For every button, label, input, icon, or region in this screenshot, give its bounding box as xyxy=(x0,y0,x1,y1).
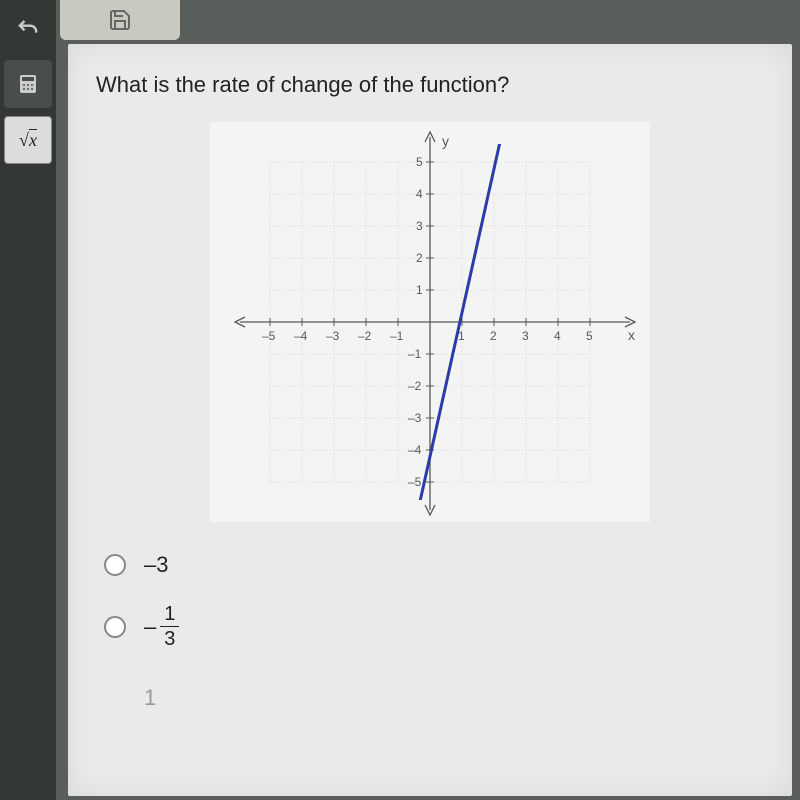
save-icon xyxy=(108,8,132,32)
svg-text:2: 2 xyxy=(490,329,497,343)
svg-text:2: 2 xyxy=(416,251,423,265)
svg-text:4: 4 xyxy=(416,187,423,201)
question-text: What is the rate of change of the functi… xyxy=(96,72,764,98)
radio-icon[interactable] xyxy=(104,554,126,576)
function-graph: y x –5–5–4–4–3–3–2–2–1–11122334455 xyxy=(210,122,650,522)
svg-text:3: 3 xyxy=(522,329,529,343)
svg-text:4: 4 xyxy=(554,329,561,343)
svg-text:–3: –3 xyxy=(408,411,422,425)
top-tab[interactable] xyxy=(60,0,180,40)
radio-icon[interactable] xyxy=(104,616,126,638)
answer-list: –3 – 1 3 1 xyxy=(96,552,764,711)
answer-label: –3 xyxy=(144,552,168,578)
undo-icon[interactable] xyxy=(4,4,52,52)
svg-text:3: 3 xyxy=(416,219,423,233)
answer-option-1[interactable]: –3 xyxy=(104,552,764,578)
svg-text:–4: –4 xyxy=(408,443,422,457)
answer-option-2[interactable]: – 1 3 xyxy=(104,604,764,649)
content-panel: What is the rate of change of the functi… xyxy=(68,44,792,796)
sqrt-x-button[interactable]: √x xyxy=(4,116,52,164)
graph-svg: y x –5–5–4–4–3–3–2–2–1–11122334455 xyxy=(210,122,650,522)
svg-text:–1: –1 xyxy=(390,329,404,343)
left-toolbar: √x xyxy=(0,0,56,800)
sqrt-x-label: x xyxy=(29,130,37,150)
svg-text:5: 5 xyxy=(586,329,593,343)
svg-text:–2: –2 xyxy=(358,329,372,343)
svg-text:–3: –3 xyxy=(326,329,340,343)
svg-text:–2: –2 xyxy=(408,379,422,393)
answer-label: 1 xyxy=(144,685,156,711)
svg-text:1: 1 xyxy=(416,283,423,297)
x-axis-label: x xyxy=(628,327,635,343)
svg-text:–5: –5 xyxy=(262,329,276,343)
answer-option-3[interactable]: 1 xyxy=(104,685,764,711)
calculator-icon[interactable] xyxy=(4,60,52,108)
svg-text:–1: –1 xyxy=(408,347,422,361)
svg-text:–4: –4 xyxy=(294,329,308,343)
y-axis-label: y xyxy=(442,133,449,149)
svg-text:5: 5 xyxy=(416,155,423,169)
answer-label: – 1 3 xyxy=(144,604,179,649)
svg-text:–5: –5 xyxy=(408,475,422,489)
